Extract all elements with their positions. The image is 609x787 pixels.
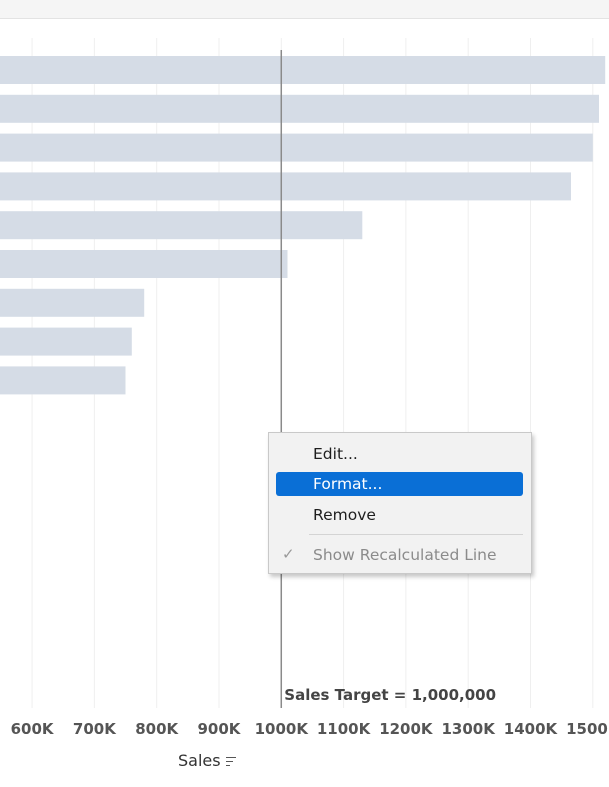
menu-item-show-recalculated-line[interactable]: ✓ Show Recalculated Line xyxy=(276,543,523,567)
checkmark-icon: ✓ xyxy=(282,545,295,563)
bar[interactable] xyxy=(0,288,145,317)
bar[interactable] xyxy=(0,172,571,201)
x-tick-label: 700K xyxy=(73,720,117,738)
x-axis-ticks: 600K 700K 800K 900K 1000K 1100K 1200K 1300K 1400… xyxy=(11,720,609,738)
menu-item-format[interactable]: Format... xyxy=(276,472,523,496)
bar[interactable] xyxy=(0,133,593,162)
x-tick-label: 1400K xyxy=(504,720,559,738)
bar[interactable] xyxy=(0,211,363,240)
bars xyxy=(0,56,606,395)
menu-item-label: Format... xyxy=(313,475,383,493)
x-tick-label: 900K xyxy=(198,720,242,738)
x-axis-title[interactable]: Sales xyxy=(178,751,236,770)
menu-item-remove[interactable]: Remove xyxy=(276,503,523,527)
bar[interactable] xyxy=(0,366,126,395)
bar[interactable] xyxy=(0,56,606,84)
reference-line-label[interactable]: Sales Target = 1,000,000 xyxy=(284,686,496,704)
x-tick-label: 800K xyxy=(135,720,179,738)
x-tick-label: 1100K xyxy=(317,720,372,738)
x-tick-label: 1300K xyxy=(441,720,496,738)
bar[interactable] xyxy=(0,327,132,356)
x-tick-label: 1000K xyxy=(255,720,310,738)
x-axis-title-label: Sales xyxy=(178,751,221,770)
menu-item-label: Remove xyxy=(313,506,376,524)
bar[interactable] xyxy=(0,94,599,123)
x-tick-label: 1500K xyxy=(566,720,609,738)
menu-item-label: Edit... xyxy=(313,445,358,463)
x-tick-label: 1200K xyxy=(379,720,434,738)
menu-item-label: Show Recalculated Line xyxy=(313,546,497,564)
menu-separator xyxy=(309,534,523,535)
sort-descending-icon[interactable] xyxy=(225,756,236,767)
context-menu: Edit... Format... Remove ✓ Show Recalcul… xyxy=(268,432,532,574)
bar[interactable] xyxy=(0,250,288,278)
toolbar-strip xyxy=(0,0,609,19)
x-tick-label: 600K xyxy=(11,720,55,738)
menu-item-edit[interactable]: Edit... xyxy=(276,442,523,466)
